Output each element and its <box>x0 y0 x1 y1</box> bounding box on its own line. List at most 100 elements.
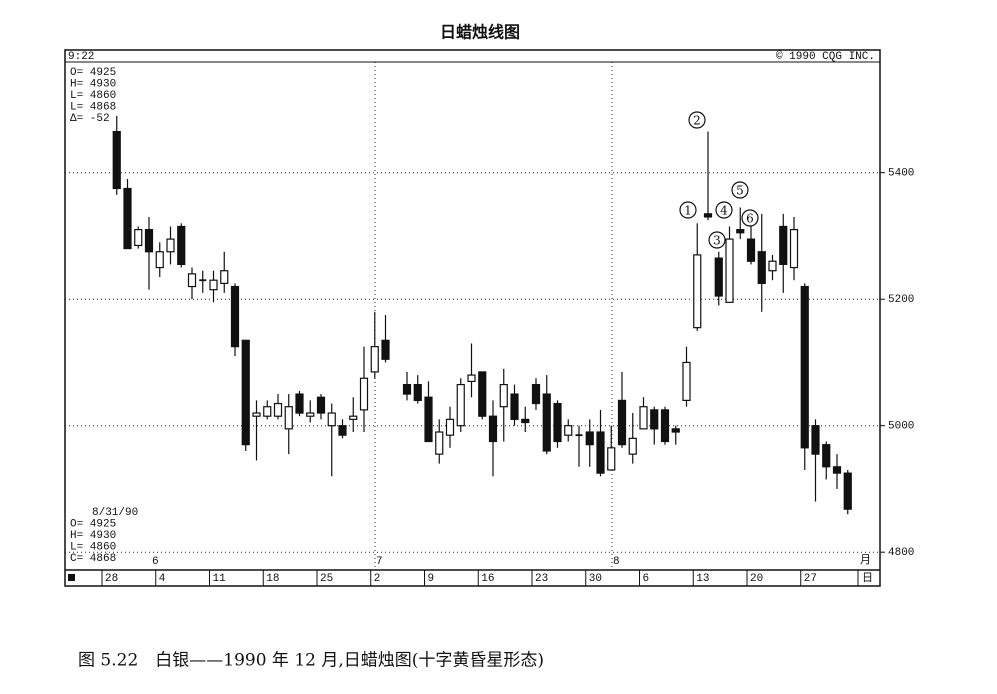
y-tick-label: 5000 <box>888 421 914 433</box>
candle-body <box>596 431 605 474</box>
marker-label: 2 <box>693 114 701 128</box>
x-tick-label: 25 <box>320 573 333 585</box>
candle-body <box>585 431 594 446</box>
month-unit: 月 <box>860 554 871 567</box>
x-tick-label: 27 <box>804 573 817 585</box>
candle-body <box>832 466 842 474</box>
candle-body <box>370 346 379 373</box>
candle-body <box>703 213 713 218</box>
month-label: 6 <box>152 556 159 568</box>
marker-circle <box>679 201 697 219</box>
info-line: H= 4930 <box>70 78 116 90</box>
marker-circle <box>715 201 733 219</box>
caption: 图 5.22 白银——1990 年 12 月,日蜡烛图(十字黄昏星形态) <box>78 651 544 671</box>
y-tick-label: 5200 <box>888 294 914 306</box>
candle-body <box>607 447 616 471</box>
candle-body <box>209 279 218 291</box>
candle-body <box>467 374 476 383</box>
candle-body <box>435 431 444 455</box>
candle-body <box>252 412 261 417</box>
candle-body <box>445 418 455 436</box>
candle-body <box>693 254 702 329</box>
info-line: O= 4925 <box>70 518 116 530</box>
candle-body <box>166 238 175 253</box>
x-tick-label: 11 <box>213 573 227 585</box>
candle-body <box>682 361 691 401</box>
candle-body <box>263 406 272 417</box>
candle-body <box>187 273 197 288</box>
candle-body <box>639 406 648 430</box>
marker-circle <box>688 111 706 129</box>
candle-body <box>306 412 315 417</box>
marker-circle <box>731 181 749 199</box>
time-label: 9:22 <box>68 51 94 63</box>
x-tick-label: 23 <box>535 573 548 585</box>
candle-body <box>284 406 293 430</box>
marker-label: 4 <box>720 204 728 218</box>
candle-body <box>660 409 670 443</box>
candle-body <box>488 415 498 443</box>
candle-body <box>381 339 390 360</box>
x-tick-label: 9 <box>428 573 435 585</box>
candle-body <box>273 402 283 417</box>
info-line: L= 4860 <box>70 90 116 102</box>
candle-body <box>327 412 336 427</box>
candle-body <box>843 472 852 510</box>
chart-title: 日蜡烛线图 <box>440 23 520 42</box>
candle-body <box>413 383 422 401</box>
copyright: © 1990 CQG INC. <box>776 51 875 63</box>
marker-label: 5 <box>736 184 744 198</box>
month-label: 8 <box>613 556 620 568</box>
y-tick-label: 5400 <box>888 168 914 180</box>
candle-body <box>359 377 369 411</box>
candle-body <box>542 393 551 452</box>
candle-body <box>531 383 541 405</box>
candle-body <box>521 418 530 424</box>
candle-body <box>316 396 326 414</box>
candle-body <box>241 339 250 446</box>
candle-body <box>725 238 734 303</box>
frame <box>64 49 881 587</box>
x-tick-label: 6 <box>643 573 650 585</box>
candle-body <box>349 415 358 420</box>
info-line: C= 4868 <box>70 553 116 565</box>
x-tick-label: 13 <box>696 573 709 585</box>
candle-body <box>144 229 154 253</box>
candle-body <box>811 425 820 455</box>
candle-body <box>424 396 433 443</box>
x-tick-label: 16 <box>481 573 494 585</box>
candle-body <box>553 402 562 443</box>
candle-body <box>295 393 304 414</box>
candle-body <box>757 251 766 284</box>
candle-body <box>402 383 412 395</box>
month-label: 7 <box>376 556 383 568</box>
info-line: O= 4925 <box>70 67 116 79</box>
info-line: L= 4860 <box>70 541 116 553</box>
x-tick-label: 2 <box>374 573 381 585</box>
candle-body <box>230 285 240 348</box>
info-line: L= 4868 <box>70 101 116 113</box>
info-line: 8/31/90 <box>92 507 138 519</box>
info-line: H= 4930 <box>70 530 116 542</box>
candle-body <box>768 260 777 272</box>
marker-label: 3 <box>713 234 721 248</box>
candle-body <box>789 229 799 269</box>
candle-body <box>510 393 519 420</box>
x-tick-label: 28 <box>105 573 118 585</box>
candle-body <box>134 229 143 247</box>
y-tick-label: 4800 <box>888 547 914 559</box>
candle-body <box>628 437 637 455</box>
marker-circle <box>708 231 726 249</box>
x-tick-label: 4 <box>159 573 166 585</box>
x-tick-label: 30 <box>589 573 602 585</box>
candle-body <box>499 383 508 408</box>
axis-start-box <box>68 574 75 581</box>
candle-body <box>800 285 809 449</box>
candle-body <box>338 425 347 436</box>
candle-body <box>746 238 756 262</box>
candle-body <box>736 229 745 234</box>
candle-body <box>456 383 465 427</box>
candle-body <box>220 270 229 284</box>
candle-body <box>779 225 788 265</box>
